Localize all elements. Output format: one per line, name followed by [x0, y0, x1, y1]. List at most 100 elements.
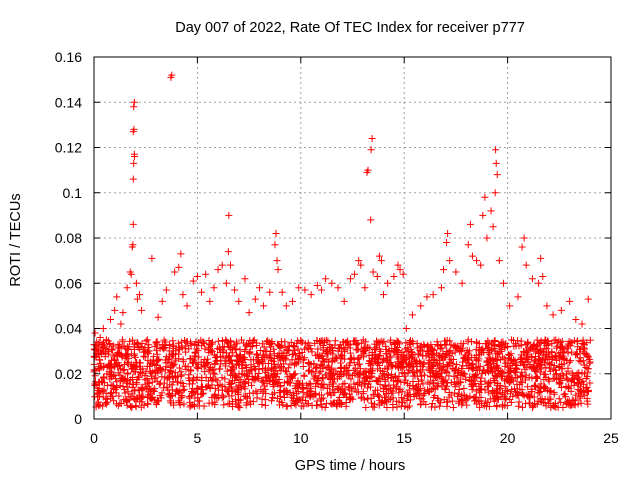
data-point [270, 360, 278, 368]
data-point [110, 342, 118, 350]
data-point [227, 357, 235, 365]
data-point [487, 363, 495, 371]
data-point [405, 352, 413, 360]
data-point [344, 371, 352, 379]
data-point [154, 313, 162, 321]
data-point [519, 403, 527, 411]
data-point [318, 391, 326, 399]
data-point [153, 350, 161, 358]
data-point [214, 266, 222, 274]
data-point [529, 365, 537, 373]
data-point [476, 403, 484, 411]
data-point [503, 342, 511, 350]
data-point [125, 396, 133, 404]
data-point [169, 344, 177, 352]
data-point [371, 350, 379, 358]
data-point [161, 341, 169, 349]
data-point [260, 351, 268, 359]
data-point [446, 257, 454, 265]
data-point [340, 368, 348, 376]
data-point [99, 325, 107, 332]
data-point [325, 381, 333, 389]
data-point [307, 384, 315, 392]
data-point [304, 345, 312, 353]
data-point [345, 341, 353, 349]
data-point [447, 341, 455, 349]
data-point [153, 396, 161, 404]
data-point [245, 309, 253, 317]
data-point [553, 376, 561, 384]
data-point [418, 376, 426, 384]
data-point [575, 390, 583, 398]
data-point [584, 388, 592, 396]
data-point [574, 400, 582, 408]
data-point [434, 394, 442, 402]
data-point [110, 397, 118, 405]
data-point [321, 404, 329, 412]
data-point [409, 381, 417, 389]
data-point [465, 361, 473, 369]
data-point [129, 241, 137, 249]
data-point [128, 365, 136, 373]
data-point [567, 387, 575, 395]
data-point [379, 367, 387, 375]
data-point [319, 394, 327, 402]
data-point [417, 385, 425, 393]
data-point [486, 350, 494, 358]
data-point [219, 393, 227, 401]
data-point [140, 352, 148, 360]
data-point [373, 365, 381, 373]
data-point [189, 359, 197, 367]
data-point [114, 369, 122, 377]
data-point [172, 373, 180, 381]
data-point [584, 387, 592, 395]
data-point [459, 354, 467, 362]
data-point [186, 398, 194, 406]
data-point [573, 350, 581, 358]
data-point [258, 358, 266, 366]
data-point [114, 348, 122, 356]
data-point [225, 378, 233, 386]
data-point [368, 134, 376, 142]
data-point [204, 343, 212, 351]
data-point [333, 384, 341, 392]
data-point [347, 354, 355, 362]
data-point [453, 361, 461, 368]
data-point [215, 365, 223, 373]
data-point [248, 342, 256, 350]
data-point [347, 384, 355, 392]
data-point [490, 360, 498, 368]
data-point [107, 389, 115, 397]
data-point [138, 306, 146, 314]
data-point [570, 337, 578, 345]
data-point [389, 404, 397, 412]
data-point [502, 387, 510, 395]
data-point [359, 370, 367, 378]
data-point [519, 390, 527, 398]
data-point [535, 279, 543, 287]
data-point [116, 399, 124, 407]
data-point [205, 336, 213, 344]
data-point [158, 373, 166, 381]
y-tick-label: 0.16 [55, 49, 82, 65]
data-point [506, 390, 514, 398]
data-point [535, 389, 543, 397]
data-point [472, 387, 480, 395]
data-point [213, 394, 221, 402]
data-point [538, 356, 546, 364]
data-point [382, 345, 390, 353]
data-point [162, 359, 170, 367]
data-point [380, 337, 388, 345]
data-point [378, 373, 386, 381]
data-point [428, 399, 436, 407]
data-point [273, 352, 281, 360]
data-point [219, 346, 227, 354]
data-point [541, 344, 549, 352]
data-point [428, 350, 436, 358]
data-point [549, 311, 557, 319]
data-point [161, 356, 169, 364]
data-point [387, 352, 395, 360]
data-point [475, 362, 483, 370]
data-point [299, 362, 307, 370]
data-point [483, 361, 491, 369]
